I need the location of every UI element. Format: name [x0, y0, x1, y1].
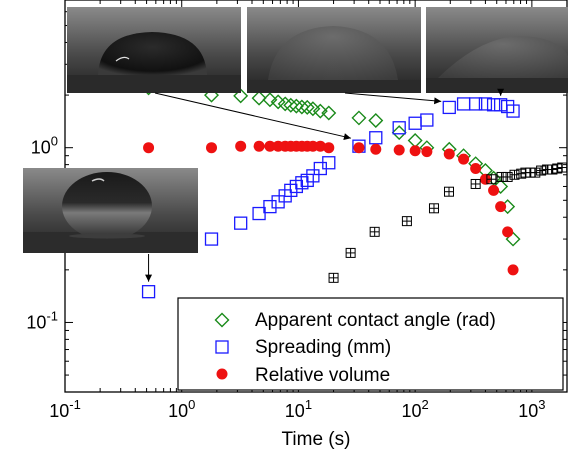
relative-volume-point	[409, 145, 421, 157]
contact-angle-point	[407, 132, 423, 148]
relative-volume-point	[370, 143, 382, 155]
arrow-head	[497, 88, 505, 96]
x-tick-label: 10-1	[49, 397, 81, 421]
relative-volume-point	[458, 153, 470, 165]
x-tick-label: 100	[168, 397, 195, 421]
spreading-point	[204, 232, 219, 246]
legend-box	[177, 297, 564, 391]
spreading-point	[408, 116, 422, 130]
spreading-point	[234, 216, 248, 230]
contact-angle-point	[391, 125, 407, 141]
inset-arrow	[344, 92, 442, 102]
relative-volume-point	[216, 368, 228, 380]
x-tick-label: 101	[285, 397, 312, 421]
inset-photo-drop-1	[67, 7, 241, 93]
legend-label-spreading: Spreading (mm)	[255, 337, 391, 358]
extra-point	[557, 162, 568, 173]
extra-point	[530, 167, 541, 178]
contact-angle-point	[305, 101, 321, 117]
contact-angle-point	[493, 178, 509, 194]
x-tick-label: 103	[518, 397, 545, 421]
relative-volume-point	[314, 140, 326, 152]
contact-angle-point	[233, 88, 249, 104]
relative-volume-point	[470, 163, 482, 175]
extra-point	[502, 171, 513, 182]
relative-volume-point	[206, 142, 218, 154]
contact-angle-point	[294, 99, 310, 115]
contact-angle-point	[262, 92, 278, 108]
x-tick-label: 102	[402, 397, 429, 421]
relative-volume-point	[479, 173, 491, 185]
legend-markers	[214, 312, 230, 380]
contact-angle-point	[283, 97, 299, 113]
extra-point	[328, 272, 339, 283]
spreading-point	[486, 98, 501, 112]
inset-arrow	[154, 92, 352, 139]
relative-volume-point	[253, 140, 265, 152]
contact-angle-point	[288, 98, 304, 114]
y-tick-labels: 10-1 100	[26, 134, 58, 333]
extra-point	[486, 174, 497, 185]
inset-photo-drop-3	[426, 7, 568, 93]
spreading-point	[392, 121, 406, 135]
relative-volume-point	[495, 201, 507, 213]
relative-volume-point	[264, 140, 276, 152]
contact-angle-point	[251, 90, 267, 106]
spreading-point	[442, 100, 456, 115]
x-tick-labels: 10-1 100 101 102 103	[49, 397, 545, 421]
spreading-point	[252, 206, 266, 221]
contact-angle-point	[299, 99, 315, 115]
extra-point	[401, 216, 412, 227]
relative-volume-point	[353, 142, 365, 154]
extra-point	[509, 169, 520, 180]
inset-photo-drop-2	[247, 7, 421, 93]
relative-volume-point	[323, 142, 335, 154]
arrow-head	[145, 274, 153, 282]
contact-angle-point	[321, 105, 337, 121]
spreading-point	[263, 199, 277, 214]
inset-photo-tall-drop	[23, 168, 198, 253]
legend-label-relative-volume: Relative volume	[255, 365, 390, 386]
contact-angle-point	[351, 110, 367, 126]
relative-volume-point	[502, 226, 514, 238]
extra-point	[428, 203, 439, 214]
inset-pointers	[145, 88, 505, 282]
relative-volume-point	[235, 140, 247, 152]
extra-point	[444, 186, 455, 197]
spreading-point	[306, 169, 320, 183]
spreading-point	[469, 97, 483, 111]
y-tick-label: 100	[31, 134, 58, 158]
relative-volume-point	[393, 144, 405, 156]
spreading-point	[369, 131, 383, 145]
spreading-point	[506, 104, 520, 118]
relative-volume-point	[507, 264, 519, 276]
x-axis-title: Time (s)	[282, 429, 351, 450]
legend-label-contact-angle: Apparent contact angle (rad)	[255, 310, 496, 331]
extra-point	[369, 226, 380, 237]
contact-angle-point	[368, 113, 384, 129]
spreading-point	[420, 113, 434, 127]
extra-point	[345, 247, 356, 258]
y-tick-label: 10-1	[26, 308, 58, 332]
spreading-point	[478, 97, 493, 111]
contact-angle-point	[277, 96, 293, 112]
spreading-point	[456, 97, 471, 111]
relative-volume-point	[443, 148, 455, 160]
spreading-point	[322, 156, 336, 170]
data-marks	[141, 80, 568, 299]
relative-volume-point	[421, 146, 433, 158]
arrow-head	[343, 133, 351, 141]
contact-angle-point	[214, 312, 230, 328]
spreading-point	[141, 285, 156, 299]
extra-point	[536, 165, 547, 176]
arrow-head	[433, 97, 442, 105]
relative-volume-point	[488, 184, 500, 196]
legend: Apparent contact angle (rad) Spreading (…	[177, 297, 564, 391]
extra-point	[470, 178, 481, 189]
relative-volume-point	[143, 142, 155, 154]
contact-angle-point	[312, 103, 328, 119]
spreading-point	[215, 340, 229, 354]
